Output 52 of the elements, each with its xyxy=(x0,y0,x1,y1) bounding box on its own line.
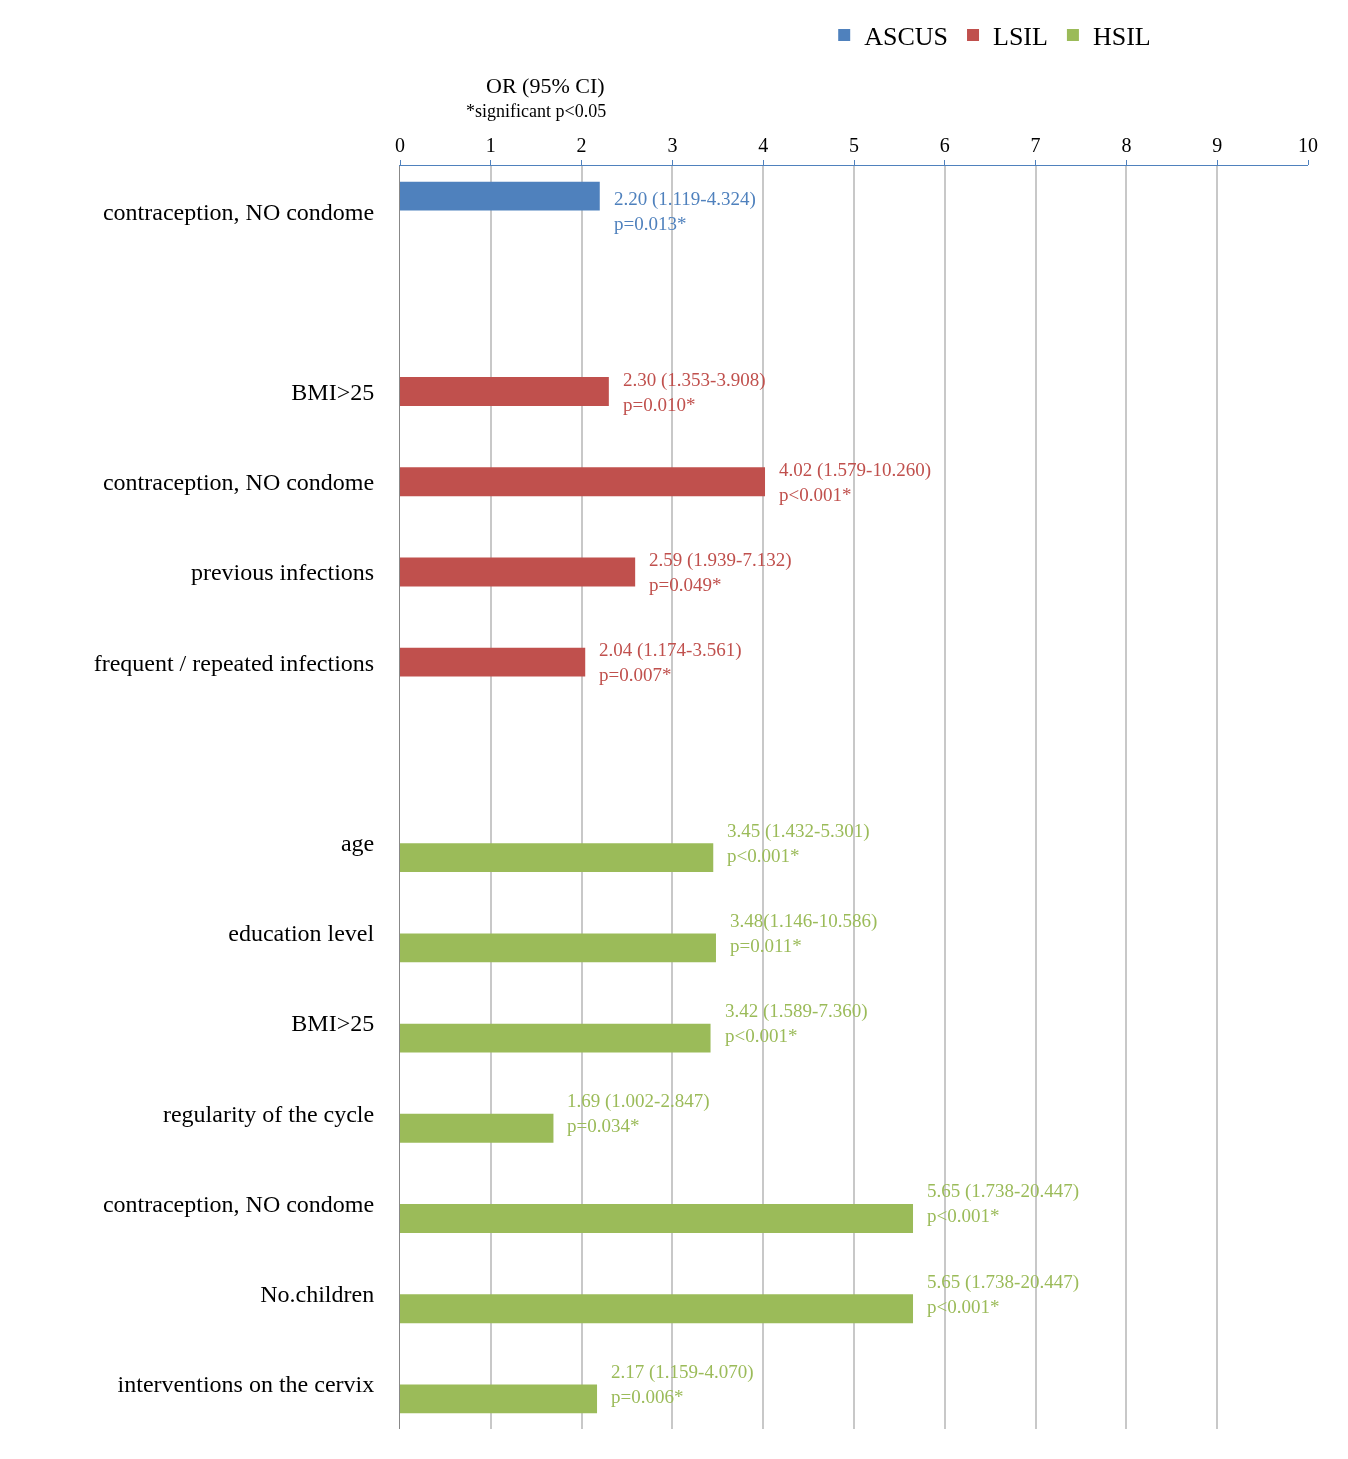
y-tick-label: contraception, NO condome xyxy=(102,1190,375,1217)
data-label: 3.42 (1.589-7.360) p<0.001* xyxy=(725,1000,868,1046)
legend-label: HSIL xyxy=(1092,22,1151,52)
bar xyxy=(400,1113,554,1143)
legend-label: LSIL xyxy=(993,22,1048,52)
y-tick-label: contraception, NO condome xyxy=(102,469,375,496)
bar xyxy=(400,1023,711,1053)
y-tick-label: BMI>25 xyxy=(291,378,375,405)
x-tick-label: 5 xyxy=(849,134,859,156)
x-tick-label: 2 xyxy=(576,134,587,156)
y-tick-label: frequent / repeated infections xyxy=(93,649,375,676)
x-tick-label: 3 xyxy=(667,134,678,156)
bar xyxy=(400,557,636,587)
data-label: 2.20 (1.119-4.324) p=0.013* xyxy=(614,188,756,234)
y-tick-label: age xyxy=(340,830,375,857)
data-label: 4.02 (1.579-10.260) p<0.001* xyxy=(779,459,931,505)
data-label: 2.30 (1.353-3.908) p=0.010* xyxy=(623,369,766,415)
x-tick-label: 6 xyxy=(939,134,950,156)
x-tick-label: 7 xyxy=(1030,134,1041,156)
x-tick-label: 1 xyxy=(485,134,496,156)
data-label: 3.48(1.146-10.586) p=0.011* xyxy=(730,910,878,956)
bar xyxy=(400,1294,914,1324)
x-tick-label: 4 xyxy=(758,134,769,156)
data-label: 2.04 (1.174-3.561) p=0.007* xyxy=(599,639,742,685)
x-tick-label: 9 xyxy=(1212,134,1223,156)
bar xyxy=(400,1204,914,1233)
data-label: 5.65 (1.738-20.447) p<0.001* xyxy=(927,1180,1079,1226)
x-tick-label: 8 xyxy=(1121,134,1132,156)
y-tick-label: regularity of the cycle xyxy=(162,1100,375,1127)
data-label: 5.65 (1.738-20.447) p<0.001* xyxy=(927,1271,1079,1317)
y-tick-label: previous infections xyxy=(190,559,375,586)
data-label: 2.17 (1.159-4.070) p=0.006* xyxy=(611,1361,754,1407)
data-label: 2.59 (1.939-7.132) p=0.049* xyxy=(649,549,792,595)
y-tick-label: education level xyxy=(228,920,375,947)
y-tick-label: No.children xyxy=(260,1281,375,1308)
legend-label: ASCUS xyxy=(864,22,949,52)
bar xyxy=(400,377,609,406)
bar xyxy=(400,467,766,497)
text: *significant p<0.05 xyxy=(466,101,607,121)
x-tick-label: 10 xyxy=(1298,134,1318,156)
text: OR (95% CI) xyxy=(486,73,605,98)
data-label: 3.45 (1.432-5.301) p<0.001* xyxy=(727,820,870,866)
x-tick-label: 0 xyxy=(395,134,405,156)
bar xyxy=(400,843,714,873)
bar xyxy=(400,933,716,963)
bar xyxy=(400,647,586,677)
y-tick-label: interventions on the cervix xyxy=(117,1371,375,1398)
data-label: 1.69 (1.002-2.847) p=0.034* xyxy=(567,1090,710,1136)
y-tick-label: BMI>25 xyxy=(291,1010,375,1037)
bar xyxy=(400,1384,598,1414)
y-tick-label: contraception, NO condome xyxy=(102,198,375,225)
bar xyxy=(400,181,600,211)
